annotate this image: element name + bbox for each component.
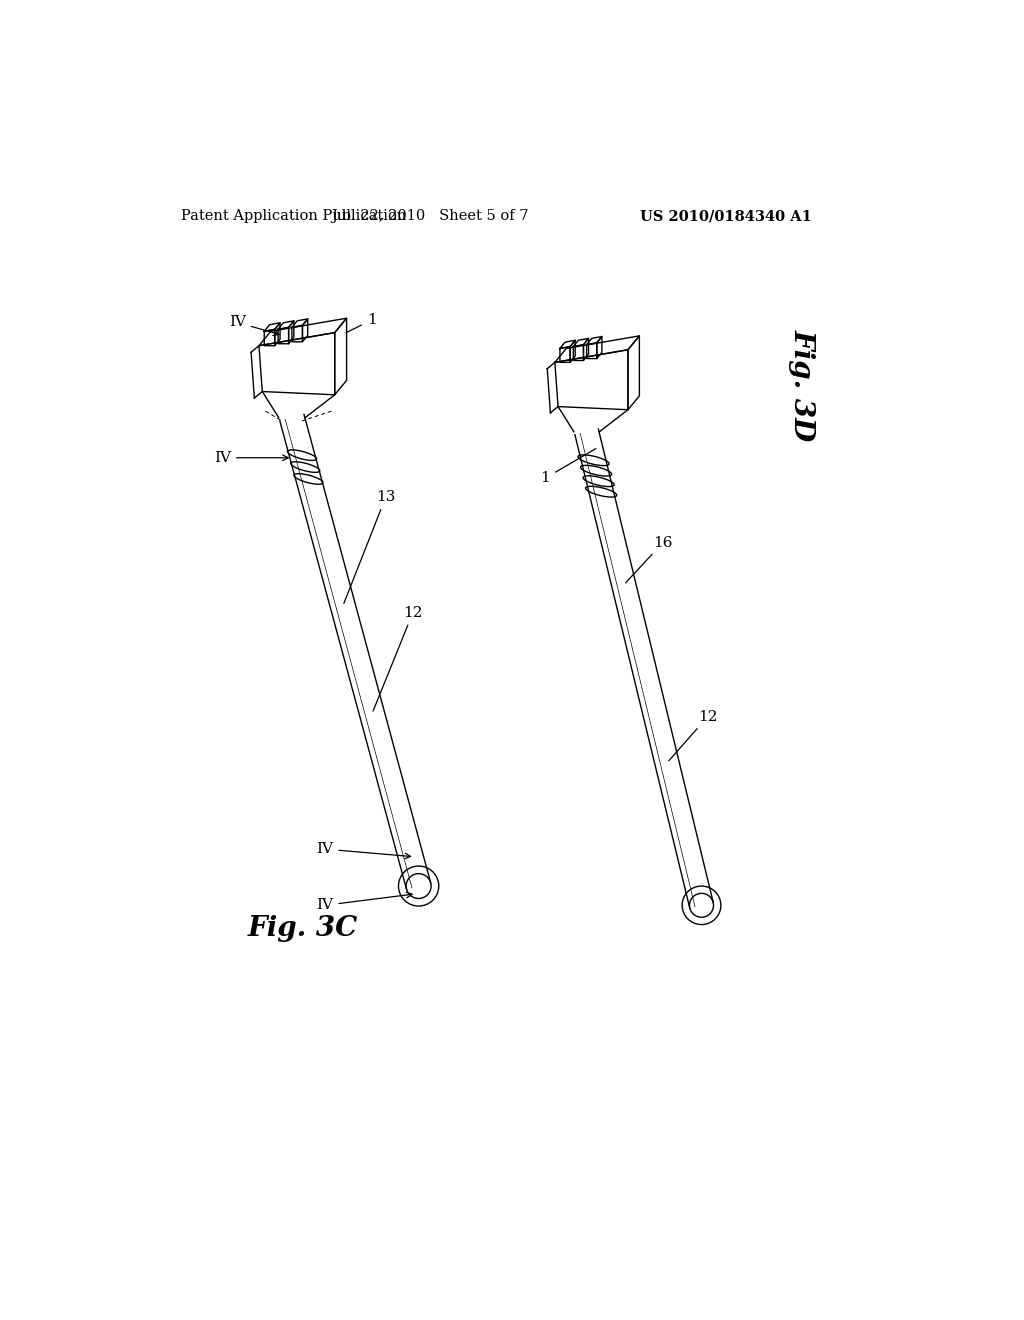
Text: 12: 12 [373,606,423,711]
Text: 13: 13 [344,490,395,603]
Text: IV: IV [214,450,288,465]
Text: Patent Application Publication: Patent Application Publication [180,209,407,223]
Text: 16: 16 [626,536,673,583]
Text: Jul. 22, 2010   Sheet 5 of 7: Jul. 22, 2010 Sheet 5 of 7 [332,209,529,223]
Text: IV: IV [316,892,412,912]
Text: IV: IV [316,842,411,859]
Text: Fig. 3C: Fig. 3C [248,915,358,942]
Text: 12: 12 [669,710,718,760]
Text: US 2010/0184340 A1: US 2010/0184340 A1 [640,209,811,223]
Text: 1: 1 [346,313,377,333]
Text: IV: IV [228,315,279,335]
Text: 1: 1 [541,449,596,484]
Text: Fig. 3D: Fig. 3D [788,330,816,442]
